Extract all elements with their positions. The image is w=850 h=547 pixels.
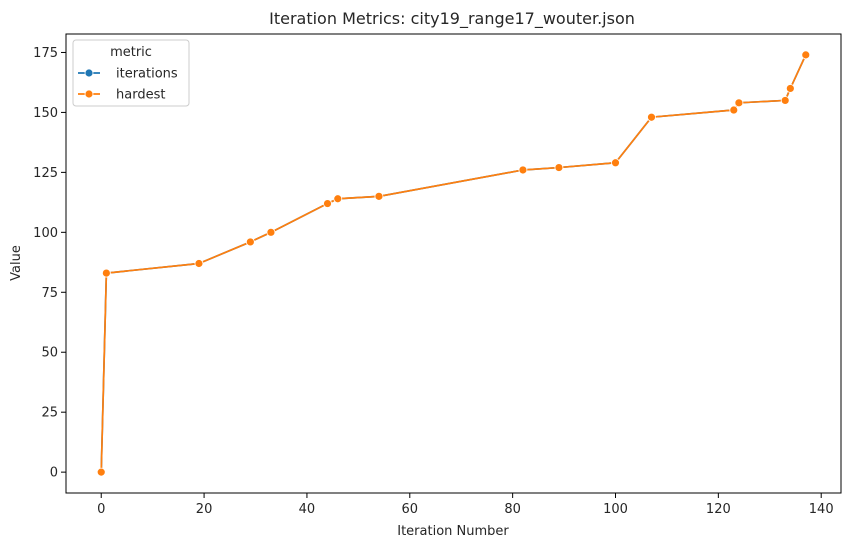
data-point-hardest <box>194 259 204 268</box>
series-layer <box>96 50 811 477</box>
legend-label-hardest: hardest <box>116 88 165 103</box>
chart-title: Iteration Metrics: city19_range17_wouter… <box>269 9 635 29</box>
data-point-hardest <box>333 194 343 204</box>
data-point-hardest <box>729 105 739 115</box>
data-point-hardest <box>96 467 106 477</box>
legend-label-iterations: iterations <box>116 67 178 82</box>
x-tick-label: 140 <box>809 502 834 517</box>
x-tick-label: 60 <box>402 502 419 517</box>
legend-box <box>72 39 190 107</box>
y-tick-label: 150 <box>33 106 58 121</box>
legend: metric iterations hardest <box>72 39 190 107</box>
y-tick-label: 175 <box>33 46 58 61</box>
data-point-hardest <box>611 158 620 168</box>
y-tick-label: 25 <box>41 406 58 421</box>
x-tick-label: 80 <box>504 502 521 517</box>
y-tick-label: 50 <box>41 346 58 361</box>
data-point-hardest <box>647 112 656 122</box>
x-tick-label: 0 <box>97 502 105 517</box>
x-axis-ticks: 0 20 40 60 80 100 120 140 <box>97 493 834 517</box>
y-axis-ticks: 0 25 50 75 100 125 150 175 <box>33 46 66 481</box>
data-point-hardest <box>101 268 111 278</box>
x-tick-label: 120 <box>706 502 731 517</box>
data-point-hardest <box>518 165 528 175</box>
legend-title: metric <box>110 45 152 60</box>
data-point-hardest <box>780 96 790 105</box>
data-point-hardest <box>785 84 795 93</box>
data-point-hardest <box>266 227 276 237</box>
legend-marker-hardest <box>84 89 94 99</box>
data-point-hardest <box>734 98 744 108</box>
x-tick-label: 100 <box>603 502 628 517</box>
data-point-hardest <box>554 163 564 172</box>
y-tick-label: 125 <box>33 166 58 181</box>
x-tick-label: 40 <box>299 502 316 517</box>
y-tick-label: 75 <box>41 286 58 301</box>
data-point-hardest <box>245 237 255 247</box>
y-axis-label: Value <box>9 245 24 281</box>
data-point-hardest <box>801 50 811 60</box>
data-point-hardest <box>374 191 384 201</box>
y-tick-label: 0 <box>50 466 58 481</box>
legend-marker-iterations <box>84 68 94 78</box>
y-tick-label: 100 <box>33 226 58 241</box>
x-tick-label: 20 <box>196 502 213 517</box>
data-point-hardest <box>323 199 332 208</box>
x-axis-label: Iteration Number <box>397 524 509 539</box>
